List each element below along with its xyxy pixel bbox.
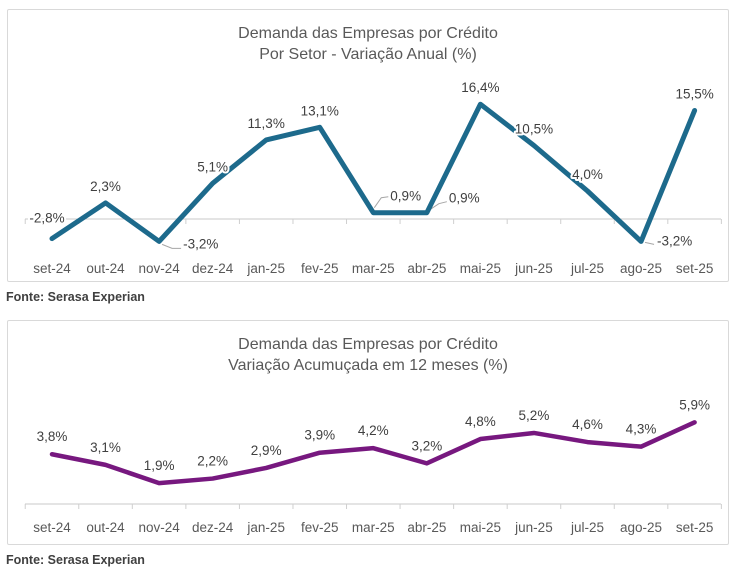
x-axis-label: mar-25	[352, 520, 395, 535]
data-point-label: 2,9%	[251, 443, 282, 458]
label-leader-line	[161, 243, 182, 249]
label-leader-line	[429, 201, 447, 211]
data-point-label: 13,1%	[301, 103, 339, 118]
data-point-label: 0,9%	[390, 189, 421, 204]
label-leader-line	[644, 241, 655, 245]
x-axis-label: mai-25	[460, 520, 501, 535]
x-axis-label: set-24	[33, 520, 71, 535]
data-point-label: 3,2%	[411, 438, 442, 453]
label-leader-line	[373, 196, 389, 208]
data-point-label: 2,3%	[90, 179, 121, 194]
data-point-label: 4,0%	[572, 167, 603, 182]
data-point-label: -3,2%	[657, 233, 692, 248]
series-line	[49, 101, 698, 244]
x-axis-label: ago-25	[620, 520, 662, 535]
chart-card-accumulated-variation: Demanda das Empresas por Crédito Variaçã…	[7, 320, 729, 545]
source-note-annual: Fonte: Serasa Experian	[6, 290, 145, 304]
accumulated-variation-line-chart: 3,8% 3,1% 1,9% 2,2% 2,9% 3,9% 4,2% 3,2% 4,8% 5,2%…	[24, 395, 722, 535]
chart-title: Demanda das Empresas por Crédito	[238, 25, 498, 42]
x-axis-label: set-25	[676, 261, 714, 276]
x-axis-label: mar-25	[352, 261, 395, 276]
x-axis-label: abr-25	[407, 261, 446, 276]
chart-title-block: Demanda das Empresas por Crédito Variaçã…	[8, 321, 728, 376]
data-point-label: -3,2%	[183, 236, 218, 251]
annual-variation-line-chart: -2,8% 2,3% -3,2% 5,1% 11,3% 13,1% 0,9% 0,9% 16,4…	[24, 78, 722, 276]
x-axis-label: jul-25	[570, 520, 604, 535]
series-line	[49, 420, 697, 486]
x-axis-label: jun-25	[514, 261, 553, 276]
data-point-label: 5,1%	[197, 159, 228, 174]
x-axis-label: dez-24	[192, 520, 234, 535]
x-axis-label: mai-25	[460, 261, 501, 276]
credit-demand-report-page: Demanda das Empresas por Crédito Por Set…	[0, 9, 736, 583]
x-axis-label: jun-25	[514, 520, 553, 535]
data-point-label: 5,2%	[519, 408, 550, 423]
data-point-label: 2,2%	[197, 454, 228, 469]
data-point-label: 4,3%	[626, 422, 657, 437]
data-point-label: 0,9%	[449, 191, 480, 206]
x-axis-label: set-25	[676, 520, 714, 535]
x-axis-label: nov-24	[138, 261, 180, 276]
data-point-label: 4,6%	[572, 417, 603, 432]
data-point-label: -2,8%	[29, 211, 64, 226]
x-axis-label: fev-25	[301, 261, 339, 276]
x-axis-label: ago-25	[620, 261, 662, 276]
chart-title-block: Demanda das Empresas por Crédito Por Set…	[8, 10, 728, 65]
data-point-label: 3,8%	[37, 429, 68, 444]
chart-title: Demanda das Empresas por Crédito	[238, 336, 498, 353]
chart-subtitle: Por Setor - Variação Anual (%)	[259, 46, 477, 63]
x-axis-label: fev-25	[301, 520, 339, 535]
x-axis-label: jan-25	[246, 261, 285, 276]
chart-subtitle: Variação Acumuçada em 12 meses (%)	[228, 357, 508, 374]
data-point-label: 3,9%	[304, 428, 335, 443]
data-point-label: 3,1%	[90, 440, 121, 455]
x-axis-label: abr-25	[407, 520, 446, 535]
data-point-label: 4,8%	[465, 414, 496, 429]
x-axis-label: dez-24	[192, 261, 234, 276]
data-point-label: 5,9%	[679, 397, 710, 412]
data-point-label: 1,9%	[144, 458, 175, 473]
data-point-label: 4,2%	[358, 423, 389, 438]
x-axis-label: jul-25	[570, 261, 604, 276]
x-axis-label: out-24	[86, 261, 125, 276]
chart-card-annual-variation: Demanda das Empresas por Crédito Por Set…	[7, 9, 729, 282]
data-point-label: 11,3%	[248, 116, 285, 131]
data-point-label: 10,5%	[515, 122, 553, 137]
data-point-label: 16,4%	[461, 80, 499, 95]
x-axis-label: out-24	[86, 520, 125, 535]
data-point-label: 15,5%	[675, 87, 713, 102]
x-axis-label: nov-24	[138, 520, 180, 535]
x-axis-label: jan-25	[246, 520, 285, 535]
x-axis-label: set-24	[33, 261, 71, 276]
source-note-accumulated: Fonte: Serasa Experian	[6, 553, 145, 567]
